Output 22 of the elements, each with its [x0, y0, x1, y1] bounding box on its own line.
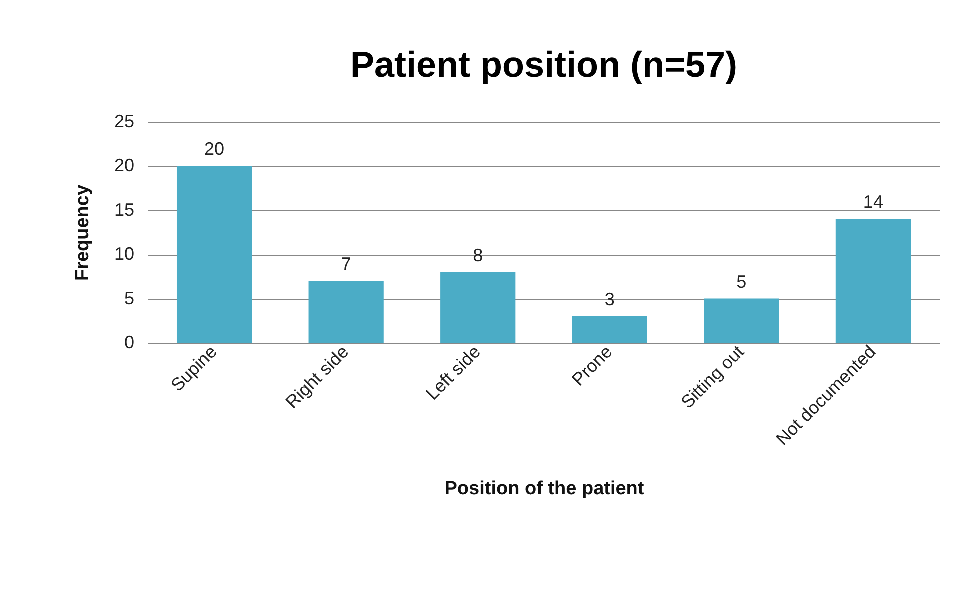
chart-title: Patient position (n=57)	[350, 44, 738, 85]
data-label: 3	[604, 289, 615, 310]
y-tick-label: 5	[124, 288, 134, 308]
y-tick-label: 20	[114, 156, 134, 176]
bar	[308, 281, 384, 343]
bar	[572, 316, 648, 343]
bar	[176, 166, 252, 343]
x-axis-title: Position of the patient	[444, 478, 645, 500]
data-label: 14	[863, 192, 884, 212]
y-axis-title: Frequency	[72, 184, 94, 282]
bar	[704, 298, 780, 343]
data-label: 5	[736, 272, 747, 292]
y-tick-label: 10	[114, 244, 134, 264]
y-tick-label: 0	[124, 332, 134, 352]
y-tick-label: 25	[114, 112, 134, 132]
x-tick-label: Left side	[422, 342, 484, 404]
data-label: 7	[341, 254, 352, 274]
y-tick-label: 15	[114, 200, 134, 220]
bar	[836, 219, 912, 343]
data-label: 20	[204, 139, 225, 160]
bar	[440, 272, 516, 343]
data-label: 8	[473, 245, 484, 266]
